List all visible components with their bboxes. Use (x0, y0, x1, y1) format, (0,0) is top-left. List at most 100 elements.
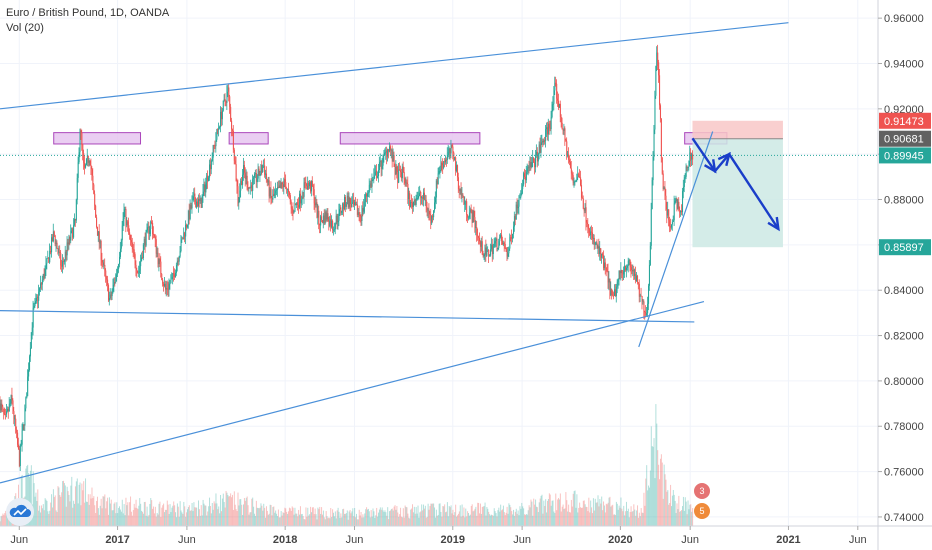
volume-bar (119, 509, 121, 526)
volume-bar (314, 508, 316, 526)
trendlines[interactable] (0, 22, 878, 484)
candle-body (161, 273, 163, 280)
volume-bar (357, 519, 359, 526)
volume-bar (523, 508, 525, 526)
volume-bar (668, 504, 670, 526)
volume-bar (99, 505, 101, 526)
volume-bar (112, 510, 114, 526)
volume-bar (260, 503, 262, 526)
candle-body (515, 204, 517, 220)
volume-bar (158, 503, 160, 526)
candle-body (596, 242, 598, 249)
risk-reward-tool[interactable] (692, 120, 783, 248)
volume-bar (603, 505, 605, 526)
candle-body (394, 166, 396, 175)
candle-body (69, 236, 71, 241)
volume-bar (339, 517, 341, 526)
candle-body (455, 157, 457, 171)
volume-indicator-label[interactable]: Vol (20) (6, 22, 44, 34)
candle-body (666, 209, 668, 216)
volume-bar (141, 510, 143, 526)
volume-bar (659, 458, 661, 526)
volume-bar (77, 503, 79, 526)
volume-bar (59, 495, 61, 526)
candle-body (636, 275, 638, 282)
candle-body (361, 208, 363, 221)
volume-bar (228, 496, 230, 526)
tradingview-logo[interactable] (6, 498, 34, 526)
volume-bar (656, 423, 658, 526)
candle-body (381, 165, 383, 169)
price-tick-label: 0.74000 (884, 512, 924, 524)
volume-bar (250, 512, 252, 526)
candle-body (480, 241, 482, 247)
projected-path[interactable] (691, 137, 780, 232)
volume-bar (29, 470, 31, 526)
candle-body (603, 262, 605, 269)
price-label-stop (879, 112, 931, 129)
volume-bar (547, 500, 549, 526)
candle-body (608, 278, 610, 283)
ideas-badge-5[interactable]: 5 (694, 503, 710, 519)
candle-body (147, 226, 149, 228)
candle-body (199, 198, 201, 201)
candle-body (490, 249, 492, 256)
volume-bar (255, 500, 257, 526)
volume-bar (592, 513, 594, 526)
candle-body (121, 225, 123, 241)
candle-body (530, 162, 532, 168)
candle-body (288, 189, 290, 193)
volume-bar (338, 511, 340, 526)
candle-body (678, 201, 680, 211)
volume-bar (360, 511, 362, 526)
volume-bar (75, 481, 77, 526)
candle-body (426, 207, 428, 211)
candle-body (135, 264, 137, 271)
candle-body (266, 173, 268, 180)
candle-body (79, 130, 81, 153)
candle-body (25, 398, 27, 409)
volume-bar (408, 517, 410, 526)
volume-bar (468, 513, 470, 526)
volume-bar (565, 492, 567, 526)
volume-bar (374, 518, 376, 526)
volume-bar (590, 500, 592, 526)
candle-body (131, 242, 133, 250)
volume-bar (469, 514, 471, 526)
candle-body (309, 182, 311, 187)
candle-body (118, 264, 120, 270)
candle-body (345, 204, 347, 207)
volume-bar (125, 497, 127, 526)
candle-body (551, 104, 553, 118)
volume-bar (108, 497, 110, 526)
candle-body (53, 231, 55, 236)
volume-bar (384, 510, 386, 526)
volume-bar (130, 511, 132, 526)
volume-bar (498, 507, 500, 526)
ideas-badge-3[interactable]: 3 (694, 483, 710, 499)
candle-body (658, 62, 660, 76)
volume-bar (124, 515, 126, 526)
candle-body (525, 171, 527, 181)
volume-bar (0, 516, 2, 526)
candle-body (22, 424, 24, 431)
volume-bar (210, 513, 212, 526)
volume-bar (475, 506, 477, 526)
volume-bar (542, 513, 544, 526)
volume-bar (65, 506, 67, 526)
time-tick-label: Jun (513, 534, 531, 546)
volume-bar (36, 500, 38, 526)
candle-body (501, 234, 503, 241)
volume-bar (536, 507, 538, 526)
candle-body (222, 100, 224, 111)
candle-body (550, 117, 552, 130)
volume-bar (451, 513, 453, 526)
candle-body (570, 161, 572, 169)
volume-bar (181, 512, 183, 526)
volume-bar (673, 494, 675, 526)
volume-bar (483, 506, 485, 526)
volume-bar (264, 507, 266, 526)
volume-bar (201, 515, 203, 526)
volume-bar (640, 508, 642, 526)
